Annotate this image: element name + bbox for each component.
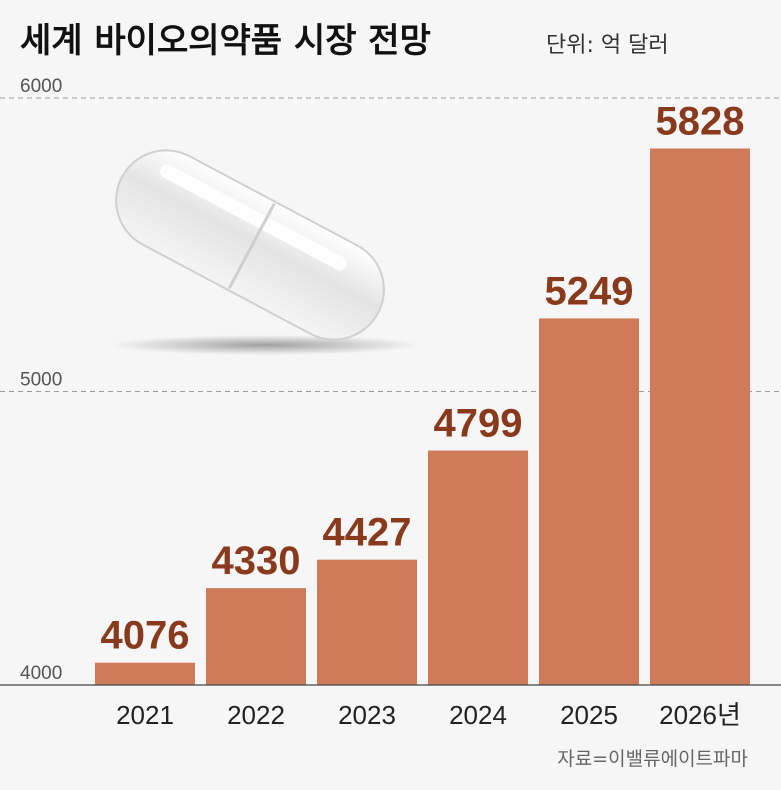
y-tick-label: 4000 <box>20 663 62 684</box>
x-tick-label: 2021 <box>116 700 174 730</box>
x-tick-label: 2024 <box>449 700 507 730</box>
value-labels: 4076 4330 4427 4799 5249 5828 <box>101 99 745 657</box>
value-label: 4799 <box>434 401 523 445</box>
value-label: 4330 <box>212 539 301 583</box>
value-label: 4076 <box>101 614 190 658</box>
value-label: 4427 <box>323 511 412 555</box>
chart-title: 세계 바이오의약품 시장 전망 <box>20 21 431 61</box>
y-axis-ticks: 4000 5000 6000 <box>20 76 62 684</box>
bar-2025 <box>539 318 639 685</box>
unit-label: 단위: 억 달러 <box>546 33 669 58</box>
y-tick-label: 5000 <box>20 370 62 391</box>
source-note: 자료=이밸류에이트파마 <box>557 748 748 770</box>
x-tick-label: 2022 <box>227 700 285 730</box>
bar-2023 <box>317 559 417 685</box>
bar-2022 <box>206 588 306 685</box>
x-tick-label: 2023 <box>338 700 396 730</box>
x-axis-ticks: 2021 2022 2023 2024 2025 2026년 <box>116 700 741 730</box>
capsule-icon <box>110 149 420 355</box>
bar-2024 <box>428 450 528 685</box>
bar-2026 <box>650 148 750 685</box>
y-tick-label: 6000 <box>20 76 62 97</box>
bar-2021 <box>95 662 195 685</box>
x-tick-label: 2026년 <box>659 700 741 730</box>
value-label: 5828 <box>656 99 745 143</box>
value-label: 5249 <box>545 269 634 313</box>
x-tick-label: 2025 <box>560 700 618 730</box>
bars-group <box>95 148 750 685</box>
